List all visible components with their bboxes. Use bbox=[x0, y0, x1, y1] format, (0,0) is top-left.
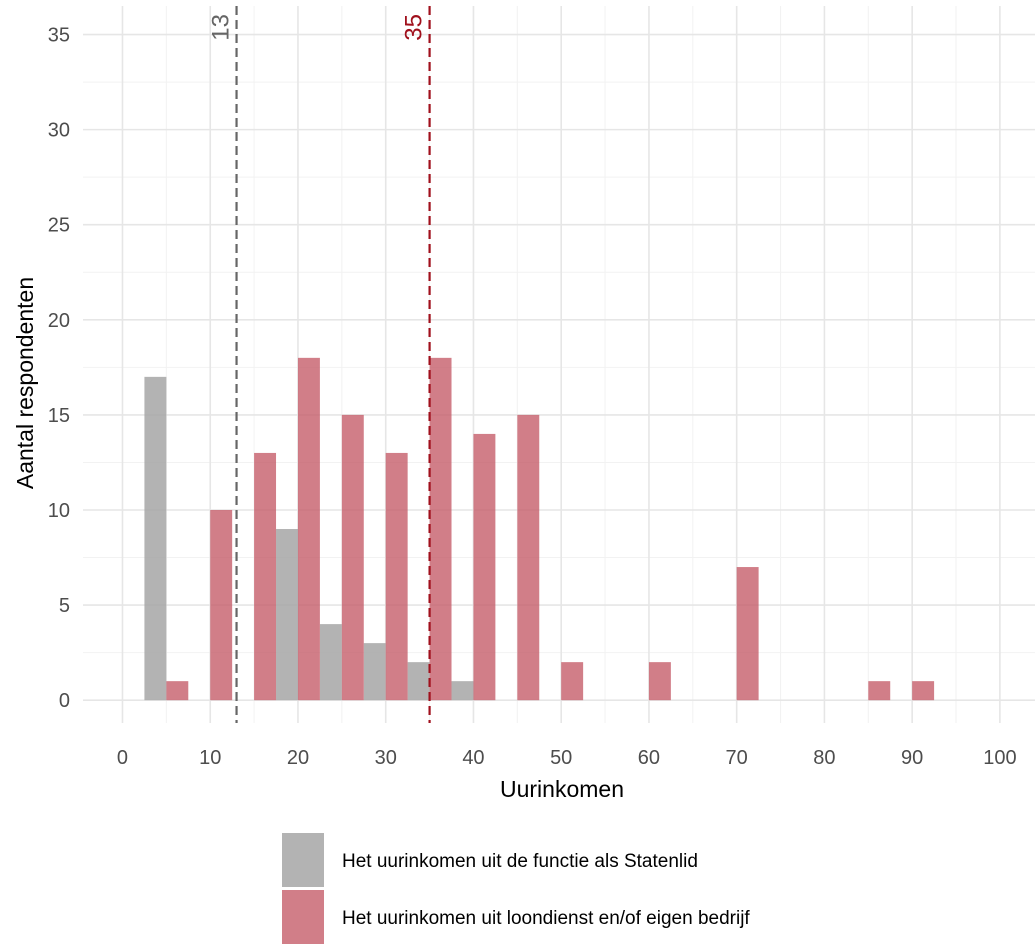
bar-loondienst-20 bbox=[297, 357, 320, 701]
bar-statenlid-35 bbox=[407, 662, 430, 701]
bar-statenlid-30 bbox=[363, 643, 386, 701]
x-tick-label: 0 bbox=[117, 747, 128, 769]
bar-loondienst-60 bbox=[648, 662, 671, 701]
x-tick-label: 60 bbox=[638, 747, 660, 769]
bar-loondienst-30 bbox=[385, 452, 408, 701]
x-tick-label: 80 bbox=[813, 747, 835, 769]
x-tick-label: 40 bbox=[462, 747, 484, 769]
bar-loondienst-10 bbox=[210, 509, 233, 701]
bar-loondienst-15 bbox=[254, 452, 277, 701]
reference-line-label-13: 13 bbox=[208, 14, 235, 41]
reference-line-label-35: 35 bbox=[401, 14, 428, 41]
reference-lines: 13 35 bbox=[208, 6, 431, 723]
y-tick-label: 5 bbox=[59, 595, 70, 617]
bar-loondienst-90 bbox=[912, 681, 935, 701]
bar-loondienst-35 bbox=[429, 357, 452, 701]
x-tick-label: 30 bbox=[375, 747, 397, 769]
bar-loondienst-70 bbox=[736, 567, 759, 701]
y-axis-title: Aantal respondenten bbox=[12, 277, 38, 489]
x-tick-label: 100 bbox=[983, 747, 1016, 769]
x-axis-ticks: 0 10 20 30 40 50 60 70 80 90 100 bbox=[117, 747, 1017, 769]
x-tick-label: 20 bbox=[287, 747, 309, 769]
y-tick-label: 0 bbox=[59, 690, 70, 712]
y-tick-label: 35 bbox=[48, 25, 70, 47]
bar-loondienst-40 bbox=[473, 433, 496, 701]
bar-loondienst-50 bbox=[561, 662, 584, 701]
bars bbox=[144, 357, 935, 701]
minor-gridlines bbox=[83, 6, 1035, 723]
x-axis-title: Uurinkomen bbox=[500, 776, 624, 802]
bar-loondienst-85 bbox=[868, 681, 891, 701]
bar-loondienst-5 bbox=[166, 681, 189, 701]
x-tick-label: 70 bbox=[726, 747, 748, 769]
legend: Het uurinkomen uit de functie als Staten… bbox=[282, 833, 750, 944]
legend-swatch-2 bbox=[282, 890, 324, 944]
x-tick-label: 50 bbox=[550, 747, 572, 769]
bar-loondienst-25 bbox=[341, 414, 364, 701]
bar-loondienst-45 bbox=[517, 414, 540, 701]
y-axis-ticks: 0 5 10 15 20 25 30 35 bbox=[48, 25, 70, 713]
bar-statenlid-40 bbox=[451, 681, 474, 701]
legend-label-1: Het uurinkomen uit de functie als Staten… bbox=[342, 851, 698, 872]
x-tick-label: 10 bbox=[199, 747, 221, 769]
bar-statenlid-20 bbox=[276, 529, 298, 701]
legend-label-2: Het uurinkomen uit loondienst en/of eige… bbox=[342, 908, 750, 929]
y-tick-label: 25 bbox=[48, 215, 70, 237]
x-tick-label: 90 bbox=[901, 747, 923, 769]
bar-statenlid-25 bbox=[319, 624, 342, 701]
y-tick-label: 15 bbox=[48, 405, 70, 427]
legend-swatch-1 bbox=[282, 833, 324, 887]
y-tick-label: 30 bbox=[48, 120, 70, 142]
bar-statenlid-5 bbox=[144, 376, 167, 701]
y-tick-label: 10 bbox=[48, 500, 70, 522]
y-tick-label: 20 bbox=[48, 310, 70, 332]
